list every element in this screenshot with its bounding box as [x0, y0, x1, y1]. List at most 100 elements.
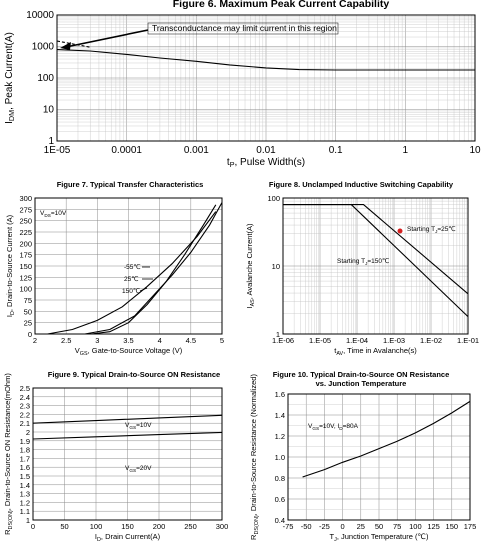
fig9-y-tick-label: 1.5: [20, 472, 30, 481]
fig9-x-axis-label: ID​, Drain Current(A): [95, 532, 161, 543]
fig9-x-tick-label: 100: [90, 522, 103, 531]
fig10-y-tick-label: 1.4: [275, 411, 285, 420]
fig8-y-tick-label: 100: [267, 194, 280, 203]
fig10-x-tick-label: -75: [283, 522, 294, 531]
fig8-series-1-line: [283, 204, 469, 317]
fig9-y-tick-label: 2.4: [20, 393, 30, 402]
fig10-y-tick-label: 1.0: [275, 453, 285, 462]
fig6-chart: Figure 6. Maximum Peak Current Capabilit…: [0, 0, 482, 172]
fig10-x-tick-label: 0: [341, 522, 345, 531]
fig8-series-1-label: Starting TJ​=150℃: [337, 257, 389, 266]
fig7-y-tick-label: 75: [24, 296, 32, 305]
fig8-y-tick-label: 1: [276, 330, 280, 339]
fig6-y-tick-label: 1: [48, 136, 54, 147]
fig7-x-tick-label: 3.5: [123, 336, 133, 345]
fig7-x-tick-label: 4: [158, 336, 162, 345]
fig8-frame: [282, 197, 469, 335]
fig10-x-tick-label: 75: [393, 522, 401, 531]
fig8-x-tick-label: 1.E-04: [346, 336, 368, 345]
fig9-title: Figure 9. Typical Drain-to-Source ON Res…: [47, 370, 221, 379]
fig8-x-tick-label: 1.E-05: [309, 336, 331, 345]
fig7-series-0-label: -55℃: [124, 263, 141, 271]
fig6-y-tick-label: 1000: [32, 42, 55, 53]
fig7-y-tick-label: 125: [19, 273, 32, 282]
fig6-plot: 1E-05 0.0001 0.001 0.01 0.1 1 10 1 10 100 1000 1000…: [4, 10, 481, 169]
fig6-y-axis-label: IDM​, Peak Current(A): [4, 32, 16, 124]
fig9-y-tick-label: 2: [26, 428, 30, 437]
fig6-y-tick-label: 10000: [26, 10, 54, 21]
fig7-y-tick-label: 275: [19, 205, 32, 214]
fig7-condition-label: VDS​=10V: [40, 210, 67, 218]
fig7-x-tick-label: 2: [33, 336, 37, 345]
fig6-y-tick-label: 100: [37, 73, 54, 84]
fig6-x-tick-label: 0.1: [329, 145, 343, 156]
fig7-series-1-label: 25℃: [124, 275, 139, 283]
fig7-chart: Figure 7. Typical Transfer Characteristi…: [0, 178, 240, 368]
fig6-annotation-box: [147, 22, 339, 35]
fig7-x-tick-label: 2.5: [61, 336, 71, 345]
fig9-y-tick-label: 2.3: [20, 402, 30, 411]
fig7-series-2-label: 150℃: [122, 287, 140, 295]
fig10-frame: [287, 393, 471, 521]
fig10-y-tick-label: 0.6: [275, 495, 285, 504]
fig10-chart: Figure 10. Typical Drain-to-Source ON Re…: [240, 368, 482, 551]
fig8-marker-dot: [397, 228, 403, 234]
fig7-y-tick-label: 150: [19, 262, 32, 271]
fig7-series-2-pointer: [139, 287, 148, 292]
fig9-y-tick-label: 1.3: [20, 490, 30, 499]
fig9-y-tick-label: 1.9: [20, 437, 30, 446]
fig7-y-tick-label: 50: [24, 307, 32, 316]
fig9-x-tick-label: 200: [153, 522, 166, 531]
fig8-y-tick-label: 10: [272, 262, 280, 271]
fig7-series-0-line: [91, 204, 217, 335]
fig10-x-tick-label: -50: [301, 522, 312, 531]
fig8-plot: 1.E-06 1.E-05 1.E-04 1.E-03 1.E-02 1.E-01 1 10 1…: [245, 194, 479, 357]
fig10-y-tick-label: 1.6: [275, 390, 285, 399]
fig10-title-line-1: Figure 10. Typical Drain-to-Source ON Re…: [272, 370, 450, 379]
fig8-x-axis-label: tAV​, Time in Avalanche(s): [334, 346, 417, 357]
fig7-y-tick-label: 0: [28, 330, 32, 339]
fig7-y-axis-label: ID​, Drain-to-Source Current (A): [5, 214, 16, 317]
fig6-frame: [56, 14, 476, 142]
fig7-plot: 2 2.5 3 3.5 4 4.5 5025507510012515017520022525…: [5, 194, 224, 357]
fig9-series-0-line: [32, 414, 223, 424]
fig6-annotation-arrowhead: [60, 42, 71, 50]
fig9-y-tick-label: 1.1: [20, 507, 30, 516]
fig10-x-tick-label: 175: [464, 522, 477, 531]
fig9-x-tick-label: 50: [60, 522, 68, 531]
fig8-title: Figure 8. Unclamped Inductive Switching …: [268, 180, 454, 189]
fig9-y-axis-label: RDS(ON)​, Drain-to-Source ON Resistance(…: [3, 373, 14, 535]
fig7-x-tick-label: 4.5: [186, 336, 196, 345]
fig6-x-tick-label: 1: [403, 145, 409, 156]
fig9-plot: 0 50 100 150 200 250 300 11.11.21.31.41.51.61.7…: [3, 373, 228, 543]
fig10-series-0-line: [302, 400, 471, 478]
fig9-series-1-label: VGS​=20V: [125, 465, 152, 473]
fig7-y-tick-label: 100: [19, 285, 32, 294]
fig9-y-tick-label: 1: [26, 516, 30, 525]
fig10-y-tick-label: 0.4: [275, 516, 285, 525]
fig10-x-tick-label: -25: [319, 522, 330, 531]
fig9-x-tick-label: 250: [184, 522, 197, 531]
fig9-y-tick-label: 1.8: [20, 446, 30, 455]
fig8-chart: Figure 8. Unclamped Inductive Switching …: [240, 178, 482, 368]
fig7-x-axis-label: VGS​, Gate-to-Source Voltage (V): [75, 346, 183, 357]
fig10-x-tick-label: 150: [446, 522, 459, 531]
fig10-x-tick-label: 100: [409, 522, 422, 531]
fig7-y-tick-label: 25: [24, 319, 32, 328]
fig9-y-tick-label: 1.6: [20, 463, 30, 472]
fig10-x-tick-label: 125: [427, 522, 440, 531]
fig9-series-0-label: VGS​=10V: [125, 422, 152, 430]
fig8-x-tick-label: 1.E-02: [420, 336, 442, 345]
fig9-y-tick-label: 2.1: [20, 419, 30, 428]
fig9-x-tick-label: 0: [31, 522, 35, 531]
fig7-x-tick-label: 5: [220, 336, 224, 345]
fig10-x-axis-label: TJ​, Junction Temperature (℃): [330, 532, 429, 543]
fig10-y-axis-label: RDS(ON)​, Drain-to-Source Resistance (No…: [249, 374, 260, 540]
fig8-series-0-label: Starting TJ​=25℃: [407, 225, 456, 234]
fig7-y-tick-label: 175: [19, 251, 32, 260]
fig7-y-tick-label: 300: [19, 194, 32, 203]
fig7-y-tick-label: 250: [19, 217, 32, 226]
fig8-x-tick-label: 1.E-03: [383, 336, 405, 345]
fig6-x-tick-label: 10: [469, 145, 481, 156]
fig9-x-tick-label: 150: [121, 522, 134, 531]
